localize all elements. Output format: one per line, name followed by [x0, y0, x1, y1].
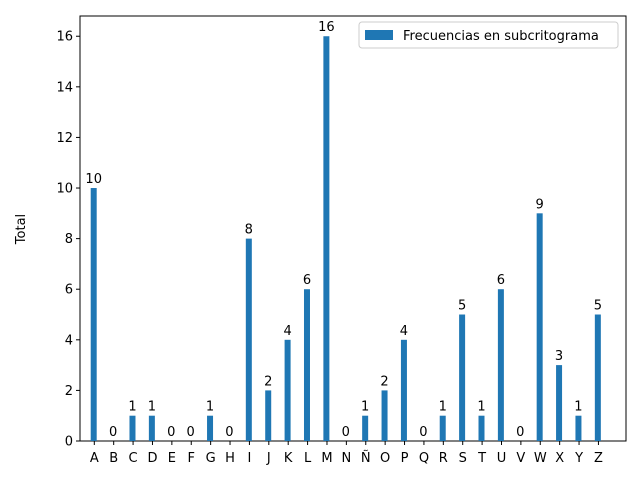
bar-value-label: 1 — [148, 400, 156, 415]
x-tick-label: C — [129, 451, 138, 466]
x-tick-label: M — [321, 451, 332, 466]
x-tick-label: S — [459, 451, 467, 466]
bar-W — [536, 213, 543, 441]
bar-I — [245, 238, 252, 441]
bar-value-label: 8 — [245, 223, 253, 238]
bar-value-label: 4 — [400, 324, 408, 339]
x-tick-label: W — [534, 451, 547, 466]
y-tick-label: 4 — [65, 333, 73, 348]
bar-value-label: 1 — [574, 400, 582, 415]
bar-value-label: 2 — [264, 374, 272, 389]
plot-area — [79, 15, 627, 442]
bar-T — [478, 415, 485, 441]
x-tick-label: Q — [419, 451, 429, 466]
y-axis: 0 2 4 6 8 10 12 14 16 — [56, 30, 80, 450]
x-tick-label: T — [477, 451, 486, 466]
x-tick-label: L — [304, 451, 312, 466]
x-tick-label: H — [225, 451, 235, 466]
bar-value-label: 0 — [342, 425, 350, 440]
x-tick-label: K — [284, 451, 293, 466]
bar-Y — [575, 415, 582, 441]
x-tick-label: Ñ — [361, 450, 371, 466]
bar-value-label: 0 — [419, 425, 427, 440]
bar-M — [323, 36, 330, 441]
bar-value-label: 4 — [283, 324, 291, 339]
bar-C — [129, 415, 136, 441]
bar-K — [284, 339, 291, 441]
y-tick-label: 16 — [56, 30, 73, 45]
bar-P — [400, 339, 407, 441]
x-tick-label: V — [516, 451, 525, 466]
bar-L — [303, 289, 310, 441]
bar-value-label: 5 — [594, 299, 602, 314]
bar-S — [459, 314, 466, 441]
bar-Z — [594, 314, 601, 441]
bar-A — [90, 188, 97, 441]
x-tick-label: A — [90, 451, 99, 466]
x-tick-label: D — [147, 451, 157, 466]
bar-value-label: 3 — [555, 349, 563, 364]
x-tick-label: P — [401, 451, 409, 466]
bar-value-label: 2 — [380, 374, 388, 389]
bar-G — [207, 415, 214, 441]
bar-value-label: 0 — [187, 425, 195, 440]
y-tick-label: 14 — [56, 80, 73, 95]
bar-D — [148, 415, 155, 441]
legend-swatch — [365, 30, 393, 40]
x-tick-label: Z — [594, 451, 603, 466]
bar-R — [439, 415, 446, 441]
plot-frame — [79, 15, 627, 442]
bar-O — [381, 390, 388, 441]
x-tick-label: J — [266, 451, 271, 466]
y-tick-label: 10 — [56, 182, 73, 197]
bar-value-label: 10 — [85, 172, 102, 187]
x-tick-label: F — [188, 451, 195, 466]
bar-value-label: 5 — [458, 299, 466, 314]
y-tick-label: 2 — [65, 384, 73, 399]
bar-value-label: 1 — [128, 400, 136, 415]
x-tick-label: Y — [574, 451, 583, 466]
bar-value-label: 6 — [303, 273, 311, 288]
y-axis-label: Total — [14, 214, 29, 245]
bar-value-label: 1 — [361, 400, 369, 415]
bar-value-label: 1 — [206, 400, 214, 415]
x-tick-label: E — [168, 451, 176, 466]
x-tick-label: B — [109, 451, 118, 466]
legend-label: Frecuencias en subcritograma — [403, 29, 599, 44]
bar-U — [497, 289, 504, 441]
x-tick-label: X — [555, 451, 564, 466]
bar-value-label: 16 — [318, 20, 335, 35]
bar-J — [265, 390, 272, 441]
legend-box — [358, 21, 619, 49]
x-tick-label: I — [247, 451, 251, 466]
bar-Ñ — [362, 415, 369, 441]
bar-X — [556, 365, 563, 441]
bar-value-label: 0 — [109, 425, 117, 440]
legend: Frecuencias en subcritograma — [358, 21, 619, 49]
y-tick-label: 0 — [65, 435, 73, 450]
y-tick-label: 8 — [65, 232, 73, 247]
bars-group — [90, 36, 601, 441]
bar-value-label: 9 — [536, 197, 544, 212]
bar-value-label: 0 — [516, 425, 524, 440]
x-tick-label: R — [439, 451, 448, 466]
x-tick-label: U — [497, 451, 507, 466]
y-tick-label: 6 — [65, 283, 73, 298]
bar-value-label: 1 — [439, 400, 447, 415]
x-tick-label: N — [342, 451, 352, 466]
y-tick-label: 12 — [56, 131, 73, 146]
bar-value-label: 6 — [497, 273, 505, 288]
bar-value-label: 0 — [225, 425, 233, 440]
bar-value-label: 0 — [167, 425, 175, 440]
bar-value-label: 1 — [477, 400, 485, 415]
x-tick-label: O — [380, 451, 390, 466]
x-tick-label: G — [206, 451, 216, 466]
